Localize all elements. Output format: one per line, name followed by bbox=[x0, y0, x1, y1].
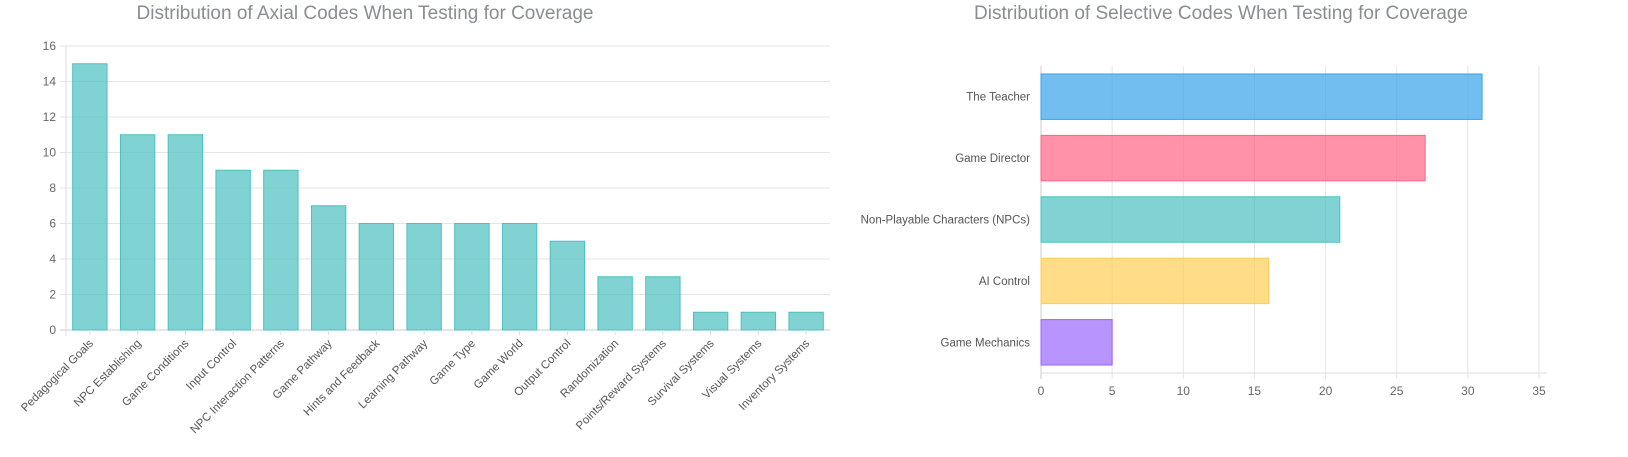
x-tick-label: Game Type bbox=[428, 338, 478, 388]
bar-npc-establishing bbox=[119, 134, 156, 331]
y-tick-label: 2 bbox=[49, 288, 56, 302]
x-tick-label: Points/Reward Systems bbox=[574, 337, 669, 432]
x-tick-label: 25 bbox=[1390, 384, 1404, 398]
bar-learning-pathway bbox=[406, 223, 442, 331]
bar-output-control bbox=[549, 240, 586, 331]
bar-hints-and-feedback bbox=[358, 223, 395, 331]
y-tick-label: 4 bbox=[49, 252, 56, 266]
bar-game-type bbox=[454, 223, 490, 331]
bar-visual-systems bbox=[740, 311, 777, 331]
y-tick-label: AI Control bbox=[979, 276, 1030, 288]
y-tick-label: Non-Playable Characters (NPCs) bbox=[861, 215, 1031, 227]
bar-points-reward-systems bbox=[645, 276, 681, 331]
bar-ai-control bbox=[1040, 257, 1270, 305]
y-tick-label: 0 bbox=[49, 323, 56, 337]
x-tick-label: 15 bbox=[1248, 384, 1262, 398]
y-tick-label: 16 bbox=[43, 39, 57, 53]
y-tick-label: 6 bbox=[49, 217, 56, 231]
bar-inventory-systems bbox=[788, 311, 824, 331]
bar-survival-systems bbox=[692, 311, 729, 331]
x-tick-label: 5 bbox=[1109, 384, 1116, 398]
x-tick-label: 35 bbox=[1532, 384, 1546, 398]
x-tick-label: 30 bbox=[1461, 384, 1475, 398]
selective-chart-title: Distribution of Selective Codes When Tes… bbox=[974, 3, 1468, 24]
x-tick-label: 0 bbox=[1038, 384, 1045, 398]
bar-the-teacher bbox=[1040, 73, 1483, 120]
x-tick-label: 20 bbox=[1319, 384, 1333, 398]
bar-game-pathway bbox=[310, 205, 347, 331]
y-tick-label: 10 bbox=[43, 146, 57, 160]
bar-game-world bbox=[501, 223, 538, 331]
y-tick-label: Game Director bbox=[955, 153, 1030, 165]
bar-pedagogical-goals bbox=[72, 63, 108, 331]
axial-chart-title: Distribution of Axial Codes When Testing… bbox=[137, 3, 594, 24]
y-tick-label: 14 bbox=[43, 75, 57, 89]
y-tick-label: Game Mechanics bbox=[941, 337, 1031, 349]
bar-non-playable-characters-npcs- bbox=[1040, 196, 1341, 243]
y-tick-label: 8 bbox=[49, 181, 56, 195]
bar-game-mechanics bbox=[1040, 319, 1113, 366]
bar-npc-interaction-patterns bbox=[263, 169, 299, 331]
y-tick-label: The Teacher bbox=[966, 92, 1030, 104]
bar-game-director bbox=[1040, 134, 1426, 182]
x-tick-label: Game World bbox=[472, 338, 526, 392]
bar-input-control bbox=[215, 169, 251, 331]
bar-randomization bbox=[597, 276, 633, 331]
x-tick-label: 10 bbox=[1177, 384, 1191, 398]
selective-codes-chart: 0 5 10 15 20 25 30 35 The Teacher Game Director No… bbox=[861, 66, 1547, 398]
y-tick-label: 12 bbox=[43, 110, 57, 124]
x-tick-label: NPC Interaction Patterns bbox=[189, 337, 288, 436]
bar-game-conditions bbox=[167, 134, 204, 331]
